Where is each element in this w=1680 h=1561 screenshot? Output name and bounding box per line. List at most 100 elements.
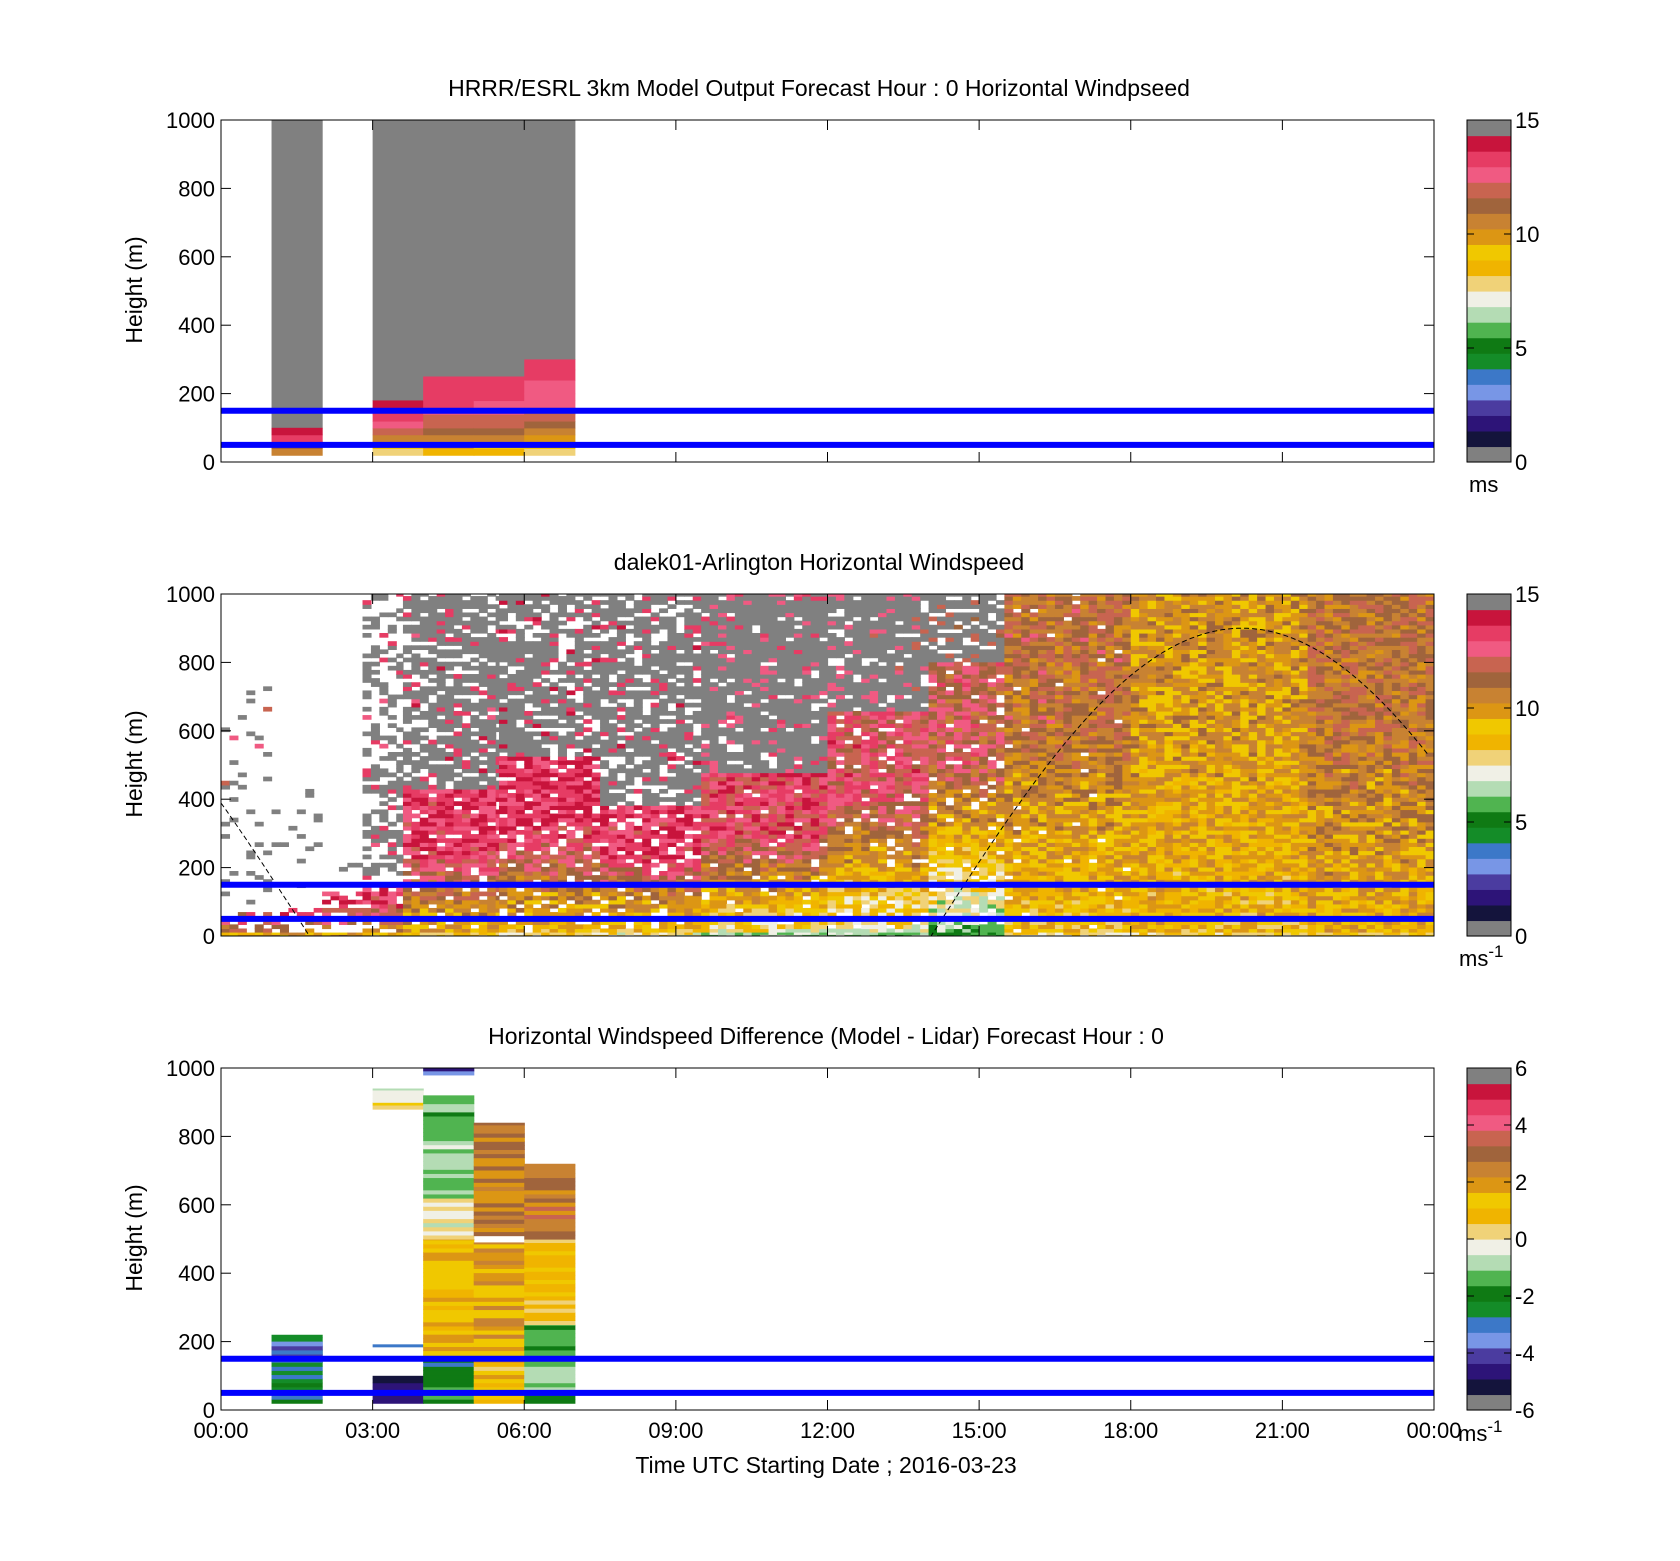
- heatmap-cell: [751, 825, 761, 831]
- missing-data-cell: [515, 690, 525, 696]
- missing-data-cell: [557, 743, 567, 749]
- heatmap-cell: [894, 834, 904, 839]
- missing-data-cell: [495, 719, 500, 724]
- heatmap-cell: [574, 903, 584, 909]
- heatmap-cells: [221, 594, 1434, 936]
- heatmap-cell: [869, 780, 879, 786]
- missing-data-cell: [411, 760, 421, 765]
- missing-data-cell: [861, 628, 871, 634]
- heatmap-cell: [819, 772, 829, 778]
- colorbar-unit: ms: [1469, 472, 1498, 497]
- heatmap-cell: [835, 850, 845, 856]
- heatmap-cell: [591, 854, 601, 860]
- heatmap-cell: [541, 809, 551, 815]
- missing-data-cell: [428, 665, 438, 671]
- heatmap-cell: [387, 920, 397, 925]
- missing-data-cell: [650, 760, 660, 765]
- missing-data-cell: [495, 665, 500, 671]
- missing-data-cell: [878, 674, 888, 679]
- missing-data-cell: [387, 665, 397, 671]
- missing-data-cell: [894, 616, 904, 622]
- missing-data-cell: [852, 628, 862, 634]
- heatmap-cell: [608, 871, 618, 876]
- heatmap-cell: [692, 838, 702, 843]
- missing-data-cell: [760, 735, 770, 741]
- missing-data-cell: [675, 645, 685, 651]
- heatmap-cell: [911, 743, 921, 749]
- heatmap-cell: [574, 768, 584, 774]
- heatmap-cell: [819, 920, 829, 925]
- missing-data-cell: [362, 834, 372, 839]
- heatmap-cell: [583, 875, 593, 880]
- heatmap-cell: [254, 934, 264, 936]
- heatmap-cell: [717, 907, 728, 913]
- heatmap-cell: [886, 596, 896, 601]
- heatmap-cell: [810, 903, 820, 909]
- missing-data-cell: [659, 665, 669, 671]
- missing-data-cell: [608, 768, 618, 774]
- heatmap-cell: [844, 932, 854, 935]
- heatmap-cell: [428, 879, 438, 884]
- missing-data-cell: [428, 723, 438, 728]
- heatmap-cell: [709, 829, 719, 835]
- heatmap-cell: [734, 842, 744, 847]
- missing-data-cell: [659, 596, 669, 601]
- heatmap-cell: [903, 723, 913, 728]
- panel-title: HRRR/ESRL 3km Model Output Forecast Hour…: [448, 75, 1190, 101]
- heatmap-cell: [478, 850, 488, 856]
- missing-data-cell: [709, 637, 719, 642]
- heatmap-cell: [461, 858, 471, 864]
- heatmap-cell: [802, 928, 812, 934]
- missing-data-cell: [487, 776, 497, 782]
- heatmap-cell: [878, 928, 888, 934]
- missing-data-cell: [894, 657, 904, 663]
- heatmap-cell: [515, 891, 525, 897]
- heatmap-cell: [768, 932, 778, 935]
- missing-data-cell: [362, 776, 372, 782]
- missing-data-cell: [591, 731, 601, 737]
- missing-data-cell: [819, 706, 829, 712]
- colorbar-swatch: [1467, 151, 1511, 168]
- heatmap-cell: [507, 813, 517, 819]
- heatmap-cell: [717, 632, 728, 638]
- missing-data-cell: [684, 594, 694, 597]
- missing-data-cell: [498, 645, 509, 651]
- missing-data-cell: [428, 624, 438, 630]
- heatmap-cell: [616, 895, 626, 901]
- missing-data-cell: [667, 665, 677, 671]
- missing-data-cell: [802, 747, 812, 753]
- missing-data-cell: [507, 661, 517, 667]
- heatmap-cell: [751, 912, 761, 917]
- missing-data-cell: [768, 632, 778, 638]
- missing-data-cell: [445, 694, 455, 700]
- heatmap-cell: [495, 912, 500, 917]
- heatmap-cell: [776, 871, 786, 876]
- missing-data-cell: [470, 719, 480, 724]
- heatmap-cell: [347, 899, 357, 905]
- heatmap-cell: [861, 842, 871, 847]
- missing-data-cell: [566, 698, 576, 704]
- heatmap-cell: [861, 715, 871, 720]
- missing-data-cell: [835, 641, 845, 646]
- heatmap-cell: [709, 788, 719, 794]
- missing-data-cell: [591, 694, 601, 700]
- heatmap-cell: [878, 715, 888, 720]
- missing-data-cell: [608, 731, 618, 737]
- heatmap-cell: [524, 862, 534, 868]
- heatmap-cell: [445, 875, 455, 880]
- heatmap-cell: [659, 928, 669, 934]
- missing-data-cell: [734, 612, 744, 618]
- heatmap-cell: [633, 825, 643, 831]
- missing-data-cell: [650, 743, 660, 749]
- heatmap-cell: [633, 934, 643, 936]
- heatmap-cell: [911, 731, 921, 737]
- heatmap-cell: [760, 813, 770, 819]
- heatmap-cell: [878, 739, 888, 745]
- heatmap-cell: [419, 907, 429, 913]
- missing-data-cell: [869, 649, 879, 655]
- heatmap-cell: [659, 887, 669, 893]
- missing-data-cell: [793, 686, 803, 692]
- missing-data-cell: [436, 616, 446, 622]
- missing-data-cell: [642, 747, 652, 753]
- heatmap-cell: [701, 788, 711, 794]
